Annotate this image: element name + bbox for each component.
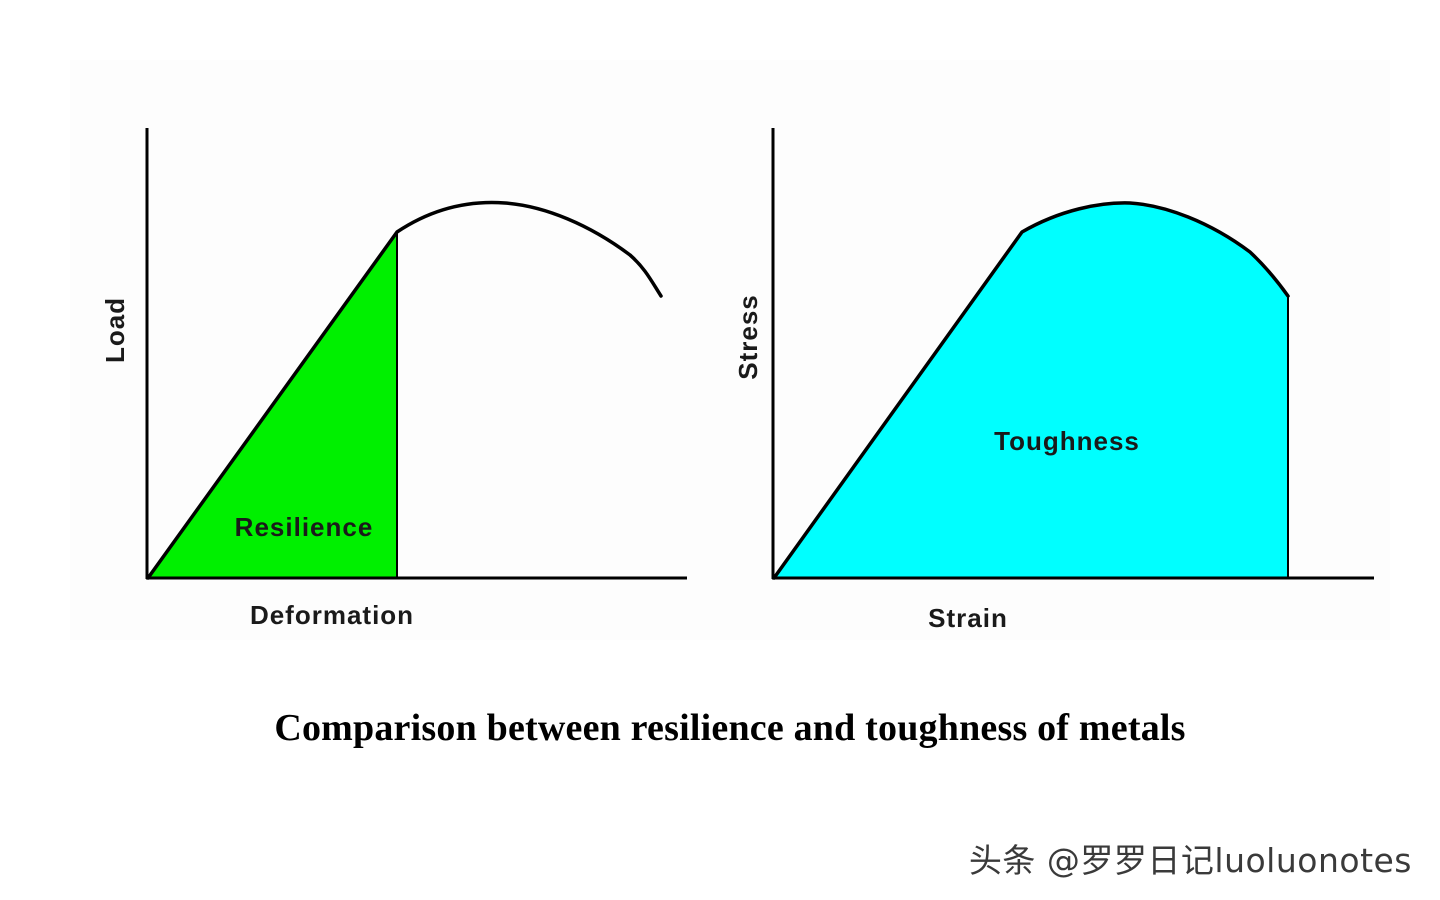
figure-caption: Comparison between resilience and toughn… bbox=[274, 707, 1186, 749]
toughness-label: Toughness bbox=[994, 426, 1140, 456]
toughness-area bbox=[774, 202, 1288, 578]
left-y-axis-label: Load bbox=[100, 297, 130, 363]
right-diagram: Stress Strain Toughness bbox=[733, 128, 1374, 633]
left-x-axis-label: Deformation bbox=[250, 600, 414, 630]
right-curve bbox=[772, 201, 1290, 580]
left-curve bbox=[146, 200, 663, 580]
watermark-text: 头条 @罗罗日记luoluonotes bbox=[968, 841, 1412, 880]
right-x-axis-label: Strain bbox=[928, 603, 1008, 633]
left-diagram: Load Deformation Resilience bbox=[100, 128, 687, 630]
right-y-axis-label: Stress bbox=[733, 294, 763, 380]
resilience-label: Resilience bbox=[235, 512, 374, 542]
